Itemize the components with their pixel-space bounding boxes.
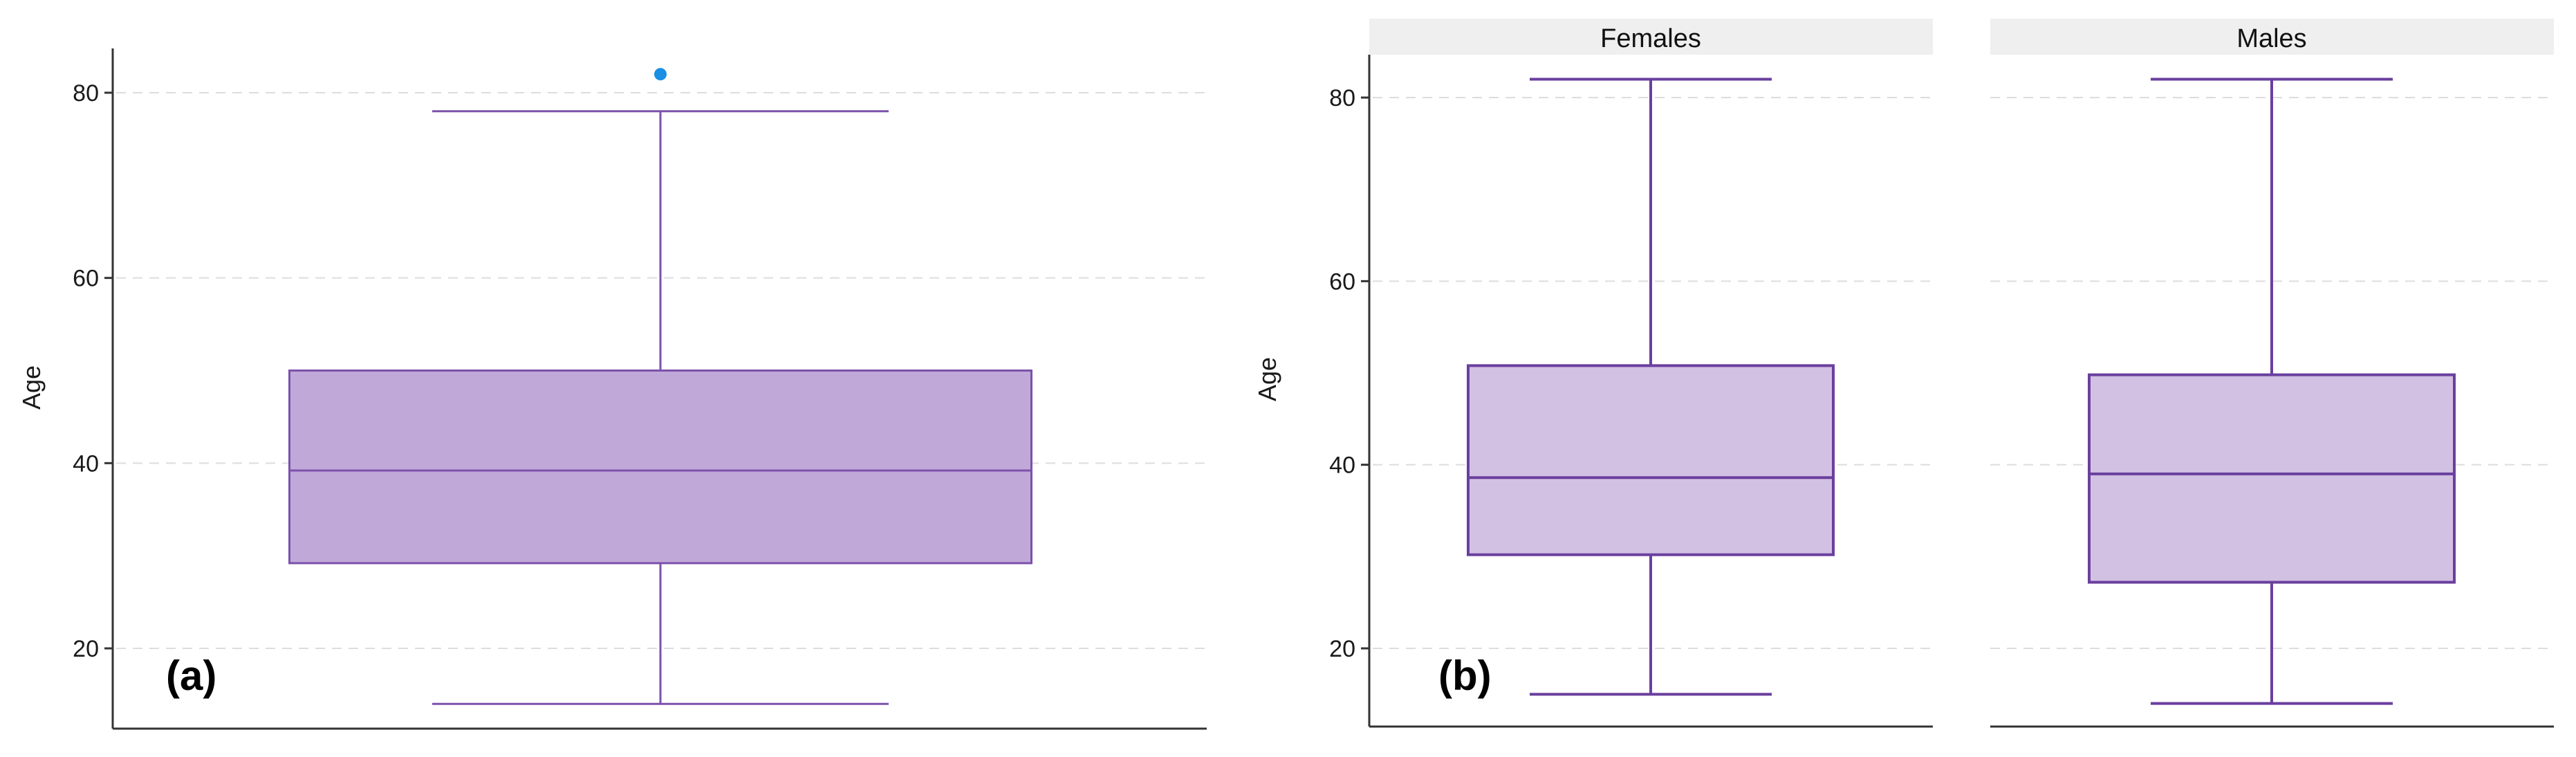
y-tick-label: 20	[1329, 636, 1355, 662]
outlier-point	[654, 68, 667, 80]
y-axis-ticks: 20 40 60 80	[1329, 85, 1369, 662]
y-tick-label: 60	[1329, 268, 1355, 295]
strip-label-females: Females	[1600, 24, 1701, 53]
iqr-box	[290, 371, 1032, 563]
figure: 20 40 60 80 Age (a) Females Males 20 40 60 80 …	[0, 0, 2576, 757]
y-tick-label: 40	[73, 450, 99, 477]
y-tick-label: 80	[73, 80, 99, 107]
strip-label-males: Males	[2236, 24, 2306, 53]
box-plot-females	[1468, 79, 1833, 694]
panel-b: Females Males 20 40 60 80 Age (b)	[1253, 19, 2554, 727]
y-axis-label: Age	[17, 365, 46, 410]
panel-label-b: (b)	[1438, 653, 1492, 699]
panel-label-a: (a)	[166, 653, 216, 699]
y-axis-ticks: 20 40 60 80	[73, 80, 113, 662]
y-tick-label: 20	[73, 636, 99, 662]
y-tick-label: 60	[73, 266, 99, 292]
y-tick-label: 40	[1329, 453, 1355, 479]
panel-a: 20 40 60 80 Age (a)	[17, 48, 1207, 729]
box-plot	[290, 68, 1032, 704]
y-axis-label: Age	[1253, 357, 1281, 401]
y-tick-label: 80	[1329, 85, 1355, 111]
iqr-box	[1468, 365, 1833, 554]
iqr-box	[2089, 375, 2454, 583]
box-plot-males	[2089, 79, 2454, 703]
